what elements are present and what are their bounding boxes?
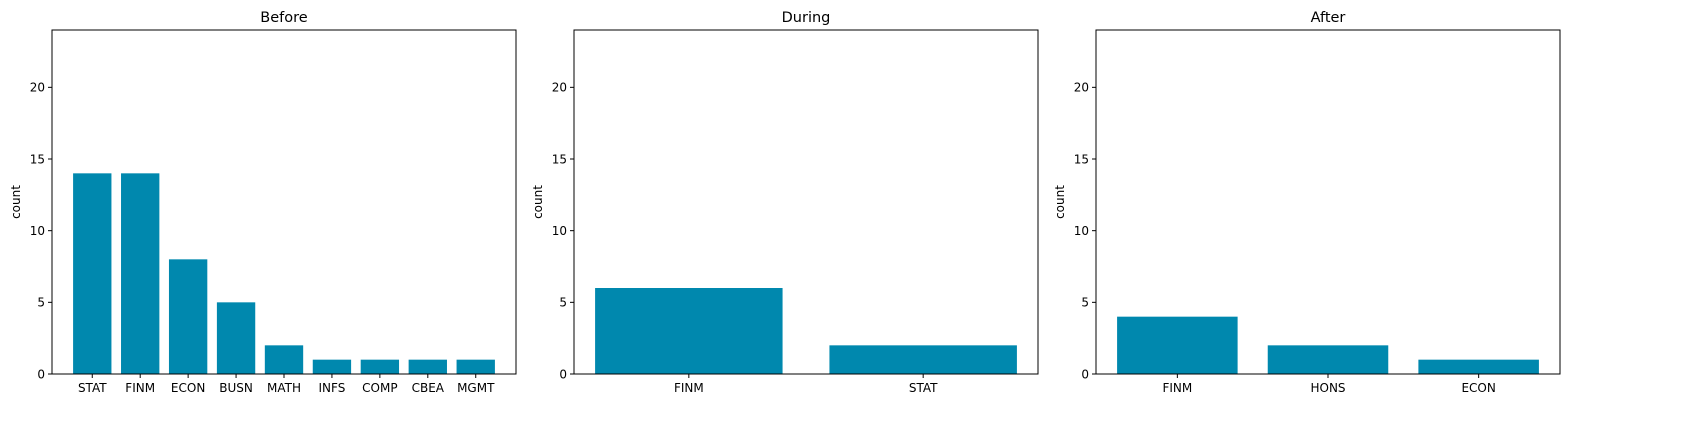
- y-tick-label: 15: [552, 152, 567, 166]
- x-tick-label: FINM: [1162, 381, 1192, 395]
- axes-frame: [51, 29, 517, 375]
- panel-title: After: [1311, 10, 1346, 26]
- panel-title: Before: [260, 10, 307, 26]
- x-tick-label: INFS: [319, 381, 346, 395]
- y-axis-label: count: [531, 185, 545, 219]
- y-tick-label: 0: [559, 367, 567, 381]
- axes-frame: [573, 29, 1039, 375]
- x-tick-label: MATH: [267, 381, 301, 395]
- bar-stat: [829, 345, 1017, 374]
- y-axis-label: count: [1053, 185, 1067, 219]
- y-tick-label: 15: [1074, 152, 1089, 166]
- bar-econ: [1418, 359, 1539, 374]
- x-tick-label: MGMT: [457, 381, 495, 395]
- y-tick-label: 10: [1074, 224, 1089, 238]
- bar-econ: [168, 259, 208, 374]
- y-tick-label: 20: [552, 81, 567, 95]
- y-tick-label: 15: [30, 152, 45, 166]
- y-tick-label: 5: [37, 296, 45, 310]
- x-tick-label: STAT: [78, 381, 107, 395]
- y-tick-label: 0: [37, 367, 45, 381]
- panel-after: After count 0 5 10 15 20 FINM HONS ECON: [1053, 10, 1561, 395]
- x-tick-label: CBEA: [412, 381, 445, 395]
- bar-math: [264, 345, 304, 374]
- x-tick-label: ECON: [171, 381, 205, 395]
- bar-stat: [73, 173, 112, 374]
- x-tick-label: HONS: [1310, 381, 1345, 395]
- y-tick-label: 0: [1081, 367, 1089, 381]
- x-tick-label: COMP: [362, 381, 397, 395]
- x-tick-label: FINM: [674, 381, 704, 395]
- x-tick-label: STAT: [909, 381, 938, 395]
- y-tick-label: 10: [552, 224, 567, 238]
- y-tick-label: 20: [1074, 81, 1089, 95]
- bar-finm: [121, 173, 160, 374]
- y-tick-label: 20: [30, 81, 45, 95]
- bar-hons: [1267, 345, 1389, 374]
- y-tick-label: 5: [559, 296, 567, 310]
- panel-title: During: [782, 10, 831, 26]
- axes-frame: [1095, 29, 1561, 375]
- y-tick-label: 10: [30, 224, 45, 238]
- bar-busn: [216, 302, 256, 374]
- y-axis-label: count: [9, 185, 23, 219]
- bar-cbea: [408, 359, 447, 374]
- panel-before: Before count 0 5 10 15 20 STAT FINM ECON BUSN MAT…: [9, 10, 517, 395]
- x-tick-label: FINM: [125, 381, 155, 395]
- bar-finm: [595, 288, 783, 374]
- bar-infs: [312, 359, 352, 374]
- bar-comp: [360, 359, 400, 374]
- y-tick-label: 5: [1081, 296, 1089, 310]
- panel-during: During count 0 5 10 15 20 FINM STAT: [531, 10, 1039, 395]
- bar-mgmt: [456, 359, 495, 374]
- bar-finm: [1117, 316, 1238, 374]
- x-tick-label: BUSN: [219, 381, 253, 395]
- x-tick-label: ECON: [1461, 381, 1495, 395]
